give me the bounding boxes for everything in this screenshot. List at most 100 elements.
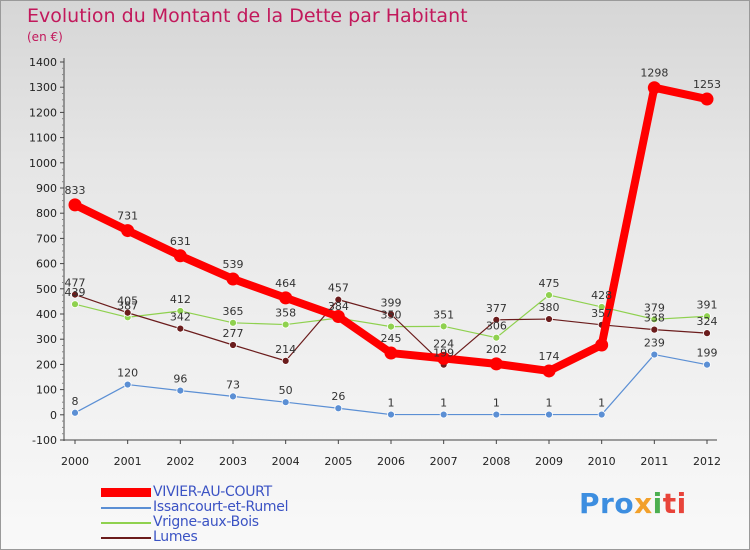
series-1-point-6: [387, 410, 395, 419]
series-2-point-10: [597, 303, 606, 311]
series-3-point-3: [229, 341, 237, 349]
series-3-point-11: [650, 325, 659, 334]
legend-item-vivier: VIVIER-AU-COURT: [101, 484, 361, 500]
series-2-point-12: [703, 312, 711, 321]
x-tick-label-1: 2001: [114, 455, 142, 468]
x-tick-label-3: 2003: [219, 455, 247, 468]
series-0-point-5: [331, 310, 345, 324]
legend-label-vrigne: Vrigne-aux-Bois: [153, 514, 259, 530]
series-0-point-2: [173, 249, 187, 263]
series-2-point-8: [492, 333, 501, 342]
x-tick-label-5: 2005: [324, 455, 352, 468]
legend-label-vivier: VIVIER-AU-COURT: [153, 484, 272, 500]
x-tick-label-2: 2002: [166, 455, 194, 468]
series-1-point-11: [650, 350, 659, 359]
y-tick-label-2: 100: [36, 384, 57, 397]
y-tick-label-1: 0: [50, 409, 57, 422]
legend-label-lumes: Lumes: [153, 529, 198, 545]
legend: VIVIER-AU-COURT Issancourt-et-Rumel Vrig…: [101, 484, 361, 545]
series-2-point-11: [650, 315, 659, 324]
series-0-data-label-4: 464: [275, 277, 296, 290]
series-0-group: [68, 81, 714, 378]
series-0-data-label-7: 224: [433, 337, 454, 350]
series-1-data-label-9: 1: [546, 397, 553, 410]
x-tick-label-4: 2004: [272, 455, 300, 468]
series-2-point-6: [387, 322, 395, 331]
series-1-data-label-2: 96: [173, 373, 187, 386]
series-2-data-label-8: 306: [486, 320, 507, 333]
series-0-data-label-11: 1298: [640, 67, 668, 80]
series-1-data-label-3: 73: [226, 378, 240, 391]
series-2-data-label-3: 365: [223, 305, 244, 318]
series-0-point-0: [68, 198, 82, 212]
legend-item-issancourt: Issancourt-et-Rumel: [101, 499, 361, 515]
series-2-point-2: [176, 307, 185, 315]
series-1-data-label-8: 1: [493, 397, 500, 410]
legend-swatch-vrigne: [101, 522, 151, 524]
chart-title: Evolution du Montant de la Dette par Hab…: [27, 5, 468, 27]
series-1-point-10: [597, 410, 606, 419]
series-0-point-9: [542, 364, 556, 378]
series-1-point-3: [229, 392, 237, 401]
series-2-data-label-7: 351: [433, 308, 454, 321]
series-3-point-5: [334, 295, 343, 304]
y-tick-label-5: 400: [36, 308, 57, 321]
series-3-point-12: [703, 329, 711, 338]
series-1-point-9: [545, 410, 553, 419]
series-2-point-7: [439, 322, 448, 331]
legend-swatch-vivier: [101, 488, 151, 497]
series-0-data-label-12: 1253: [693, 78, 721, 91]
series-0-point-8: [489, 357, 503, 371]
series-2-data-label-9: 475: [539, 277, 560, 290]
series-2-point-3: [229, 318, 237, 327]
series-0-data-label-0: 833: [65, 184, 86, 197]
series-1-point-5: [334, 404, 343, 413]
series-1-point-4: [281, 398, 290, 407]
series-1-data-label-7: 1: [440, 397, 447, 410]
series-3-point-8: [492, 315, 501, 324]
y-tick-label-8: 700: [36, 232, 57, 245]
series-2-data-label-6: 350: [381, 309, 402, 322]
series-3-data-label-3: 277: [223, 327, 244, 340]
series-2-data-label-11: 379: [644, 301, 665, 314]
series-0-data-label-3: 539: [223, 258, 244, 271]
series-3-data-label-9: 380: [539, 301, 560, 314]
series-0-data-label-2: 631: [170, 235, 191, 248]
x-tick-label-0: 2000: [61, 455, 89, 468]
legend-item-vrigne: Vrigne-aux-Bois: [101, 514, 361, 530]
series-0-point-11: [647, 81, 661, 95]
series-3-data-label-12: 324: [697, 315, 718, 328]
series-1-point-1: [123, 380, 132, 389]
series-1-data-label-6: 1: [388, 397, 395, 410]
x-tick-label-12: 2012: [693, 455, 721, 468]
series-3-point-0: [71, 290, 79, 299]
series-3-point-9: [545, 315, 553, 323]
series-2-data-label-0: 439: [65, 286, 86, 299]
x-tick-label-7: 2007: [430, 455, 458, 468]
series-1-group: [71, 350, 711, 419]
y-tick-label-6: 500: [36, 283, 57, 296]
legend-label-issancourt: Issancourt-et-Rumel: [153, 499, 289, 515]
series-0-data-label-9: 174: [539, 350, 560, 363]
series-3-data-label-4: 214: [275, 343, 296, 356]
series-0-data-label-8: 202: [486, 343, 507, 356]
series-1-point-2: [176, 386, 185, 395]
y-tick-label-12: 1100: [29, 132, 57, 145]
series-0-point-12: [700, 92, 714, 106]
series-1-point-0: [71, 408, 79, 417]
series-3-data-label-8: 377: [486, 302, 507, 315]
proxiti-logo: Proxiti: [579, 487, 687, 520]
chart-subtitle: (en €): [27, 30, 63, 44]
series-3-point-6: [387, 310, 395, 319]
series-1-data-label-5: 26: [331, 390, 345, 403]
legend-swatch-lumes: [101, 537, 151, 539]
series-0-data-label-6: 245: [381, 332, 402, 345]
y-tick-label-9: 800: [36, 207, 57, 220]
y-tick-label-4: 300: [36, 333, 57, 346]
x-tick-label-9: 2009: [535, 455, 563, 468]
series-2-point-9: [545, 291, 553, 300]
y-tick-label-3: 200: [36, 358, 57, 371]
series-1-point-12: [703, 360, 711, 369]
series-1-data-label-10: 1: [598, 397, 605, 410]
series-3-group: [71, 290, 711, 369]
